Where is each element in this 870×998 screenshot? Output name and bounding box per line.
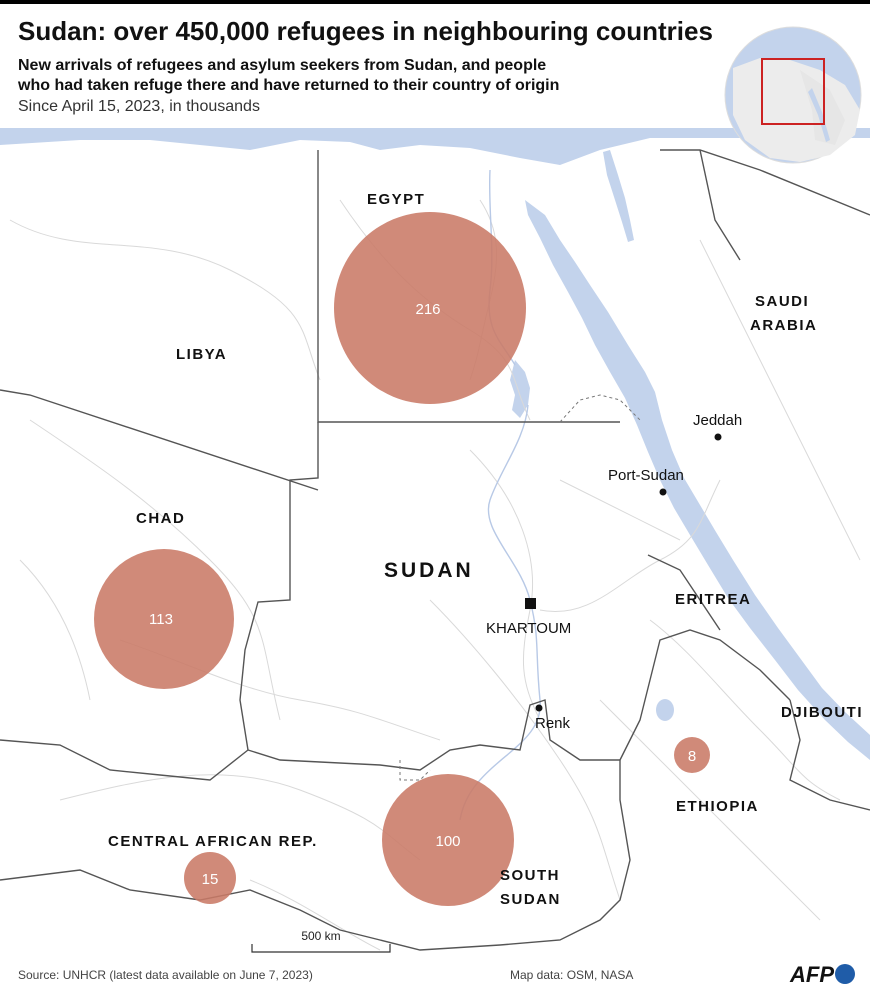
bubble-values: 216 113 100 15 8 — [149, 301, 696, 888]
disputed-borders — [399, 394, 641, 781]
scale-bar: 500 km — [251, 929, 391, 953]
country-labels: EGYPT LIBYA CHAD SAUDI ARABIA ERITREA DJ… — [108, 191, 863, 908]
map-data-note: Map data: OSM, NASA — [510, 968, 634, 982]
label-south-sudan-1: SOUTH — [500, 867, 560, 884]
label-sudan: SUDAN — [384, 559, 474, 582]
label-south-sudan-2: SUDAN — [500, 891, 561, 908]
label-ethiopia: ETHIOPIA — [676, 798, 759, 815]
chart-subtitle: New arrivals of refugees and asylum seek… — [18, 57, 560, 94]
value-ethiopia: 8 — [688, 748, 696, 765]
label-djibouti: DJIBOUTI — [781, 704, 863, 721]
label-saudi-1: SAUDI — [755, 293, 809, 310]
top-rule — [0, 0, 870, 4]
label-eritrea: ERITREA — [675, 591, 751, 608]
label-port-sudan: Port-Sudan — [608, 467, 684, 484]
value-car: 15 — [202, 871, 219, 888]
label-car: CENTRAL AFRICAN REP. — [108, 833, 318, 850]
lake-tana — [656, 699, 674, 721]
locator-frame — [761, 58, 825, 125]
label-saudi-2: ARABIA — [750, 317, 817, 334]
bubble-chad — [94, 549, 234, 689]
lake-nasser — [510, 360, 530, 418]
label-chad: CHAD — [136, 510, 185, 527]
source-note: Source: UNHCR (latest data available on … — [18, 968, 313, 982]
afp-dot-icon — [835, 964, 855, 985]
capital-khartoum — [525, 598, 536, 609]
label-libya: LIBYA — [176, 346, 227, 363]
bubble-car — [184, 852, 236, 904]
label-egypt: EGYPT — [367, 191, 425, 208]
chart-period: Since April 15, 2023, in thousands — [18, 98, 260, 115]
gulf-of-aqaba — [603, 150, 634, 242]
value-south-sudan: 100 — [435, 833, 460, 850]
label-red-sea-2: Sea — [714, 518, 741, 535]
place-labels: Jeddah Port-Sudan KHARTOUM Renk — [486, 412, 742, 732]
value-chad: 113 — [149, 611, 173, 628]
locator-globe — [724, 26, 862, 164]
dot-renk — [535, 704, 543, 712]
label-khartoum: KHARTOUM — [486, 620, 571, 637]
afp-logo: AFP — [790, 962, 855, 988]
mediterranean-sea — [0, 128, 870, 165]
bubble-egypt — [334, 212, 526, 404]
label-red-sea-1: Red — [713, 498, 741, 515]
country-borders — [0, 149, 870, 951]
chart-title: Sudan: over 450,000 refugees in neighbou… — [18, 16, 713, 46]
bubble-ethiopia — [674, 737, 710, 773]
scale-label: 500 km — [301, 929, 340, 943]
red-sea — [525, 200, 870, 760]
label-jeddah: Jeddah — [693, 412, 742, 429]
dot-jeddah — [714, 433, 722, 441]
bubble-south-sudan — [382, 774, 514, 906]
value-egypt: 216 — [415, 301, 440, 318]
refugee-bubbles — [94, 212, 710, 906]
sea-labels: Red Sea — [713, 498, 741, 535]
label-renk: Renk — [535, 715, 571, 732]
dot-port-sudan — [659, 488, 667, 496]
place-markers — [525, 433, 722, 712]
afp-logo-text: AFP — [790, 962, 834, 987]
